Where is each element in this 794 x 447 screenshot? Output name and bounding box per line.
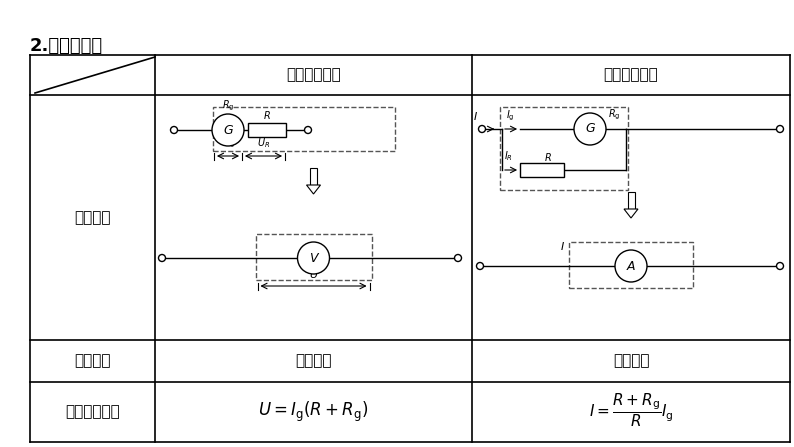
Text: $U$: $U$: [309, 268, 318, 280]
Circle shape: [212, 114, 244, 146]
Circle shape: [159, 254, 165, 261]
Text: A: A: [626, 260, 635, 273]
Bar: [248, 123, 286, 137]
Text: $R$: $R$: [544, 151, 552, 163]
Bar: [520, 163, 564, 177]
Text: G: G: [585, 122, 595, 135]
Text: $U = I_{\mathrm{g}}(R + R_{\mathrm{g}})$: $U = I_{\mathrm{g}}(R + R_{\mathrm{g}})$: [258, 400, 368, 424]
Circle shape: [171, 127, 178, 134]
Circle shape: [479, 126, 485, 132]
Circle shape: [305, 127, 311, 134]
Text: $R$: $R$: [263, 109, 271, 121]
Polygon shape: [306, 185, 321, 194]
Text: V: V: [309, 252, 318, 265]
Text: $I_{R}$: $I_{R}$: [504, 149, 513, 163]
Circle shape: [574, 113, 606, 145]
Text: 2.电表的改装: 2.电表的改装: [30, 37, 103, 55]
Text: 改装原理: 改装原理: [75, 354, 110, 368]
Circle shape: [777, 262, 784, 270]
Circle shape: [476, 262, 484, 270]
Circle shape: [615, 250, 647, 282]
Circle shape: [454, 254, 461, 261]
Text: 内部电路: 内部电路: [75, 210, 110, 225]
Polygon shape: [624, 209, 638, 218]
Text: $R_{\mathrm{g}}$: $R_{\mathrm{g}}$: [608, 108, 620, 122]
Text: $U_{\mathrm{g}}$: $U_{\mathrm{g}}$: [222, 135, 234, 150]
Circle shape: [298, 242, 330, 274]
Bar: [310, 168, 317, 185]
Bar: [569, 242, 693, 288]
Text: $I$: $I$: [473, 110, 478, 122]
Circle shape: [777, 126, 784, 132]
Text: 改装成电流表: 改装成电流表: [603, 67, 658, 83]
Text: $R_{\mathrm{g}}$: $R_{\mathrm{g}}$: [222, 99, 234, 113]
Text: $U_{R}$: $U_{R}$: [257, 136, 270, 150]
Text: $I = \dfrac{R + R_{\mathrm{g}}}{R} I_{\mathrm{g}}$: $I = \dfrac{R + R_{\mathrm{g}}}{R} I_{\m…: [588, 391, 673, 429]
Text: 并联分流: 并联分流: [613, 354, 649, 368]
Text: 串联分压: 串联分压: [295, 354, 332, 368]
Bar: [213, 107, 395, 151]
Text: 改装成电压表: 改装成电压表: [286, 67, 341, 83]
Text: $I_{\mathrm{g}}$: $I_{\mathrm{g}}$: [506, 109, 515, 123]
Text: G: G: [223, 123, 233, 136]
Text: $I$: $I$: [560, 240, 565, 252]
Text: 改装后的量程: 改装后的量程: [65, 405, 120, 419]
Bar: [500, 107, 628, 190]
Bar: [256, 234, 372, 280]
Bar: [627, 192, 634, 209]
